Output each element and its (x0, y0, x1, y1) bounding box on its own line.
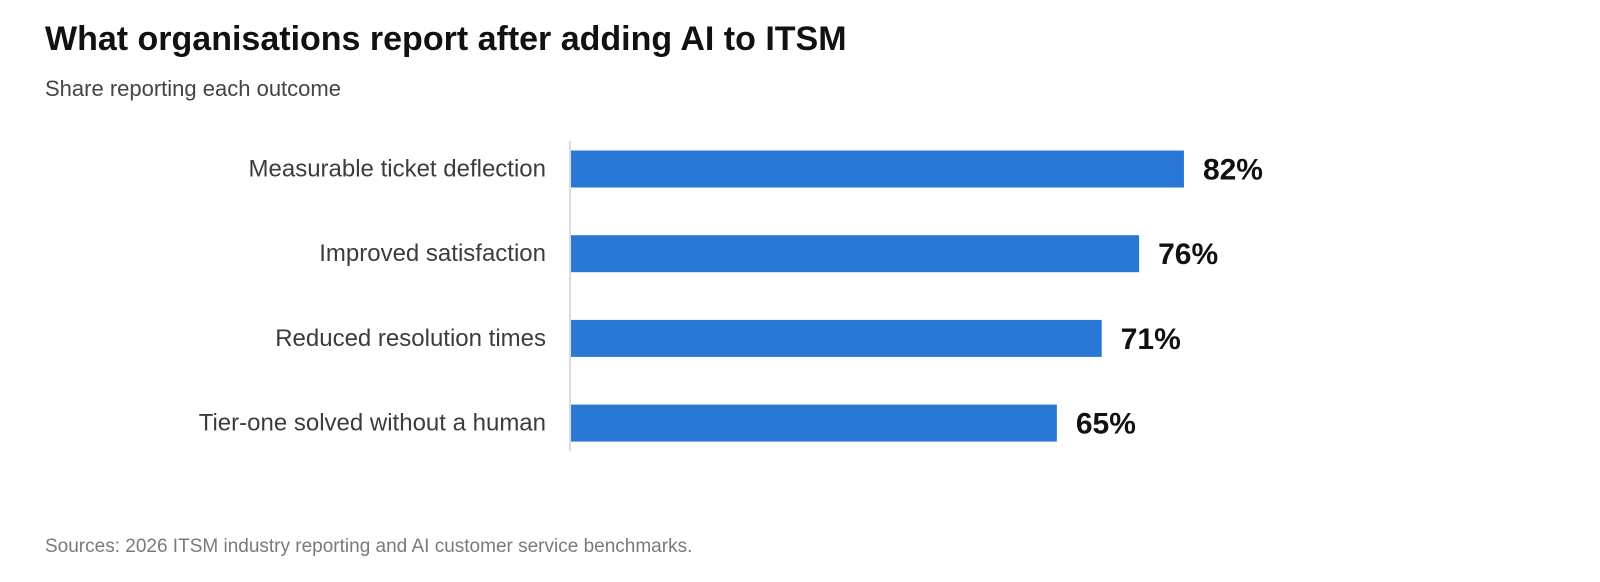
chart-subtitle: Share reporting each outcome (45, 76, 341, 101)
value-label: 65% (1076, 408, 1136, 441)
bars-group: Measurable ticket deflection 82% Improved … (199, 150, 1263, 442)
bar (571, 150, 1184, 188)
bar (571, 319, 1102, 357)
category-label: Tier-one solved without a human (199, 410, 546, 437)
chart-title: What organisations report after adding A… (45, 20, 847, 58)
value-label: 82% (1203, 154, 1263, 187)
bar (571, 404, 1057, 442)
category-label: Improved satisfaction (319, 240, 546, 267)
category-label: Reduced resolution times (275, 325, 546, 352)
source-note: Sources: 2026 ITSM industry reporting an… (45, 536, 693, 557)
value-label: 76% (1158, 238, 1218, 271)
category-label: Measurable ticket deflection (249, 156, 547, 183)
bar (571, 235, 1140, 273)
value-label: 71% (1121, 323, 1181, 356)
